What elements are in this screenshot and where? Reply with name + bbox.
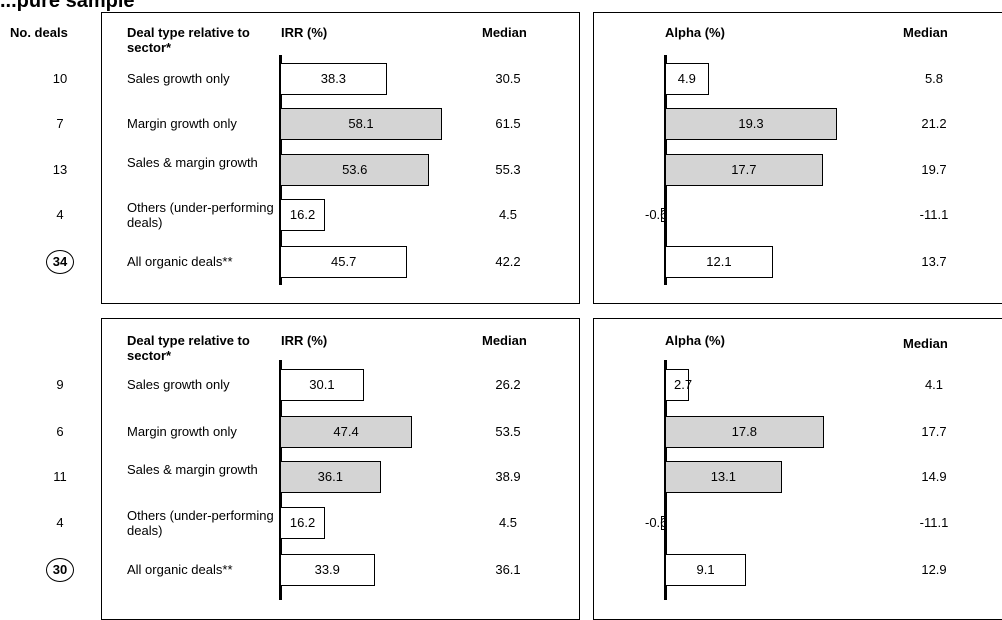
irr-median-value: 36.1 <box>478 562 538 577</box>
alpha-bar-label: -0.6 <box>645 207 667 222</box>
alpha-bar-label: 13.1 <box>666 462 781 492</box>
irr-bar-label: 33.9 <box>281 555 374 585</box>
irr-median-value: 53.5 <box>478 424 538 439</box>
irr-bar: 45.7 <box>280 246 407 278</box>
alpha-median-value: -11.1 <box>904 515 964 530</box>
irr-median-value: 55.3 <box>478 162 538 177</box>
alpha-bar-label: 17.7 <box>666 155 822 185</box>
alpha-header: Alpha (%) <box>665 25 725 40</box>
deal-type-header: Deal type relative to sector* <box>127 25 272 55</box>
deal-type-label: Others (under-performing deals) <box>127 200 275 230</box>
alpha-median-value: 19.7 <box>904 162 964 177</box>
alpha-median-header: Median <box>903 336 948 351</box>
alpha-bar-label: 9.1 <box>666 555 745 585</box>
alpha-bar-label: 19.3 <box>666 109 836 139</box>
irr-header: IRR (%) <box>281 25 327 40</box>
median-header: Median <box>482 25 527 40</box>
irr-bar-label: 16.2 <box>281 200 324 230</box>
alpha-median-value: -11.1 <box>904 207 964 222</box>
irr-bar: 38.3 <box>280 63 387 95</box>
deal-type-label: Others (under-performing deals) <box>127 508 275 538</box>
deal-type-label: Sales & margin growth <box>127 155 275 170</box>
irr-bar: 58.1 <box>280 108 442 140</box>
deal-type-label: All organic deals** <box>127 562 275 577</box>
alpha-median-value: 17.7 <box>904 424 964 439</box>
alpha-header: Alpha (%) <box>665 333 725 348</box>
irr-bar: 47.4 <box>280 416 412 448</box>
alpha-median-value: 5.8 <box>904 71 964 86</box>
irr-bar: 36.1 <box>280 461 381 493</box>
irr-bar: 16.2 <box>280 507 325 539</box>
alpha-bar: 19.3 <box>665 108 837 140</box>
irr-bar: 33.9 <box>280 554 375 586</box>
deal-type-label: Sales growth only <box>127 377 275 392</box>
irr-median-value: 38.9 <box>478 469 538 484</box>
alpha-bar-label: 17.8 <box>666 417 823 447</box>
alpha-median-header: Median <box>903 25 948 40</box>
irr-bar: 30.1 <box>280 369 364 401</box>
irr-bar-label: 38.3 <box>281 64 386 94</box>
deal-count: 4 <box>38 207 82 222</box>
irr-header: IRR (%) <box>281 333 327 348</box>
irr-bar: 16.2 <box>280 199 325 231</box>
irr-bar-label: 58.1 <box>281 109 441 139</box>
alpha-bar-label: 4.9 <box>666 64 708 94</box>
irr-median-value: 4.5 <box>478 515 538 530</box>
deal-type-label: Sales & margin growth <box>127 462 275 477</box>
irr-bar-label: 45.7 <box>281 247 406 277</box>
irr-bar-label: 16.2 <box>281 508 324 538</box>
alpha-bar: 12.1 <box>665 246 773 278</box>
total-deal-count: 34 <box>46 250 74 274</box>
deal-type-label: Margin growth only <box>127 116 275 131</box>
alpha-bar: 13.1 <box>665 461 782 493</box>
irr-median-value: 61.5 <box>478 116 538 131</box>
total-deal-count: 30 <box>46 558 74 582</box>
deal-type-label: Margin growth only <box>127 424 275 439</box>
deal-type-label: Sales growth only <box>127 71 275 86</box>
alpha-bar: 2.7 <box>665 369 689 401</box>
irr-median-value: 4.5 <box>478 207 538 222</box>
irr-median-value: 30.5 <box>478 71 538 86</box>
alpha-median-value: 12.9 <box>904 562 964 577</box>
deal-count: 9 <box>38 377 82 392</box>
irr-bar-label: 36.1 <box>281 462 380 492</box>
irr-bar-label: 30.1 <box>281 370 363 400</box>
alpha-bar: 17.8 <box>665 416 824 448</box>
deal-count: 13 <box>38 162 82 177</box>
irr-bar-label: 53.6 <box>281 155 428 185</box>
deal-type-label: All organic deals** <box>127 254 275 269</box>
irr-median-value: 42.2 <box>478 254 538 269</box>
alpha-median-value: 14.9 <box>904 469 964 484</box>
deal-count: 7 <box>38 116 82 131</box>
deal-count: 11 <box>38 469 82 484</box>
alpha-bar-label: -0.6 <box>645 515 667 530</box>
alpha-bar-label: 2.7 <box>666 370 696 400</box>
alpha-median-value: 21.2 <box>904 116 964 131</box>
deal-count: 6 <box>38 424 82 439</box>
alpha-bar: 17.7 <box>665 154 823 186</box>
deal-type-header: Deal type relative to sector* <box>127 333 272 363</box>
irr-bar-label: 47.4 <box>281 417 411 447</box>
irr-median-value: 26.2 <box>478 377 538 392</box>
alpha-bar-label: 12.1 <box>666 247 772 277</box>
no-deals-label: No. deals <box>10 25 68 40</box>
deal-count: 10 <box>38 71 82 86</box>
deal-count: 4 <box>38 515 82 530</box>
alpha-median-value: 4.1 <box>904 377 964 392</box>
median-header: Median <box>482 333 527 348</box>
irr-bar: 53.6 <box>280 154 429 186</box>
alpha-bar: 4.9 <box>665 63 709 95</box>
alpha-median-value: 13.7 <box>904 254 964 269</box>
alpha-bar: 9.1 <box>665 554 746 586</box>
